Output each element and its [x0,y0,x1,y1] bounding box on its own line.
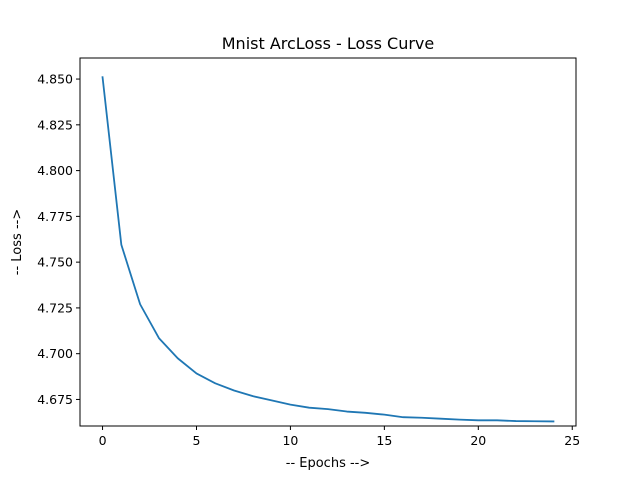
y-tick-label: 4.725 [37,300,73,315]
y-tick-label: 4.775 [37,209,73,224]
y-tick-label: 4.700 [37,346,73,361]
x-tick-label: 0 [99,433,107,448]
x-tick-label: 25 [564,433,580,448]
y-tick-label: 4.825 [37,117,73,132]
y-tick-label: 4.750 [37,255,73,270]
loss-series-line [101,76,555,423]
plot-frame [79,57,577,427]
x-tick-label: 15 [376,433,392,448]
x-tick-label: 5 [193,433,201,448]
chart-title: Mnist ArcLoss - Loss Curve [222,34,434,53]
y-tick-label: 4.850 [37,72,73,87]
x-axis: 0 5 10 15 20 25 [99,426,580,448]
y-axis: 4.675 4.700 4.725 4.750 4.775 4.800 4.825 4.850 [37,72,80,407]
y-axis-label: -- Loss --> [10,209,25,275]
x-tick-label: 10 [282,433,298,448]
x-tick-label: 20 [470,433,486,448]
y-tick-label: 4.800 [37,163,73,178]
y-tick-label: 4.675 [37,392,73,407]
plot-area [101,76,555,423]
x-axis-label: -- Epochs --> [286,456,371,471]
